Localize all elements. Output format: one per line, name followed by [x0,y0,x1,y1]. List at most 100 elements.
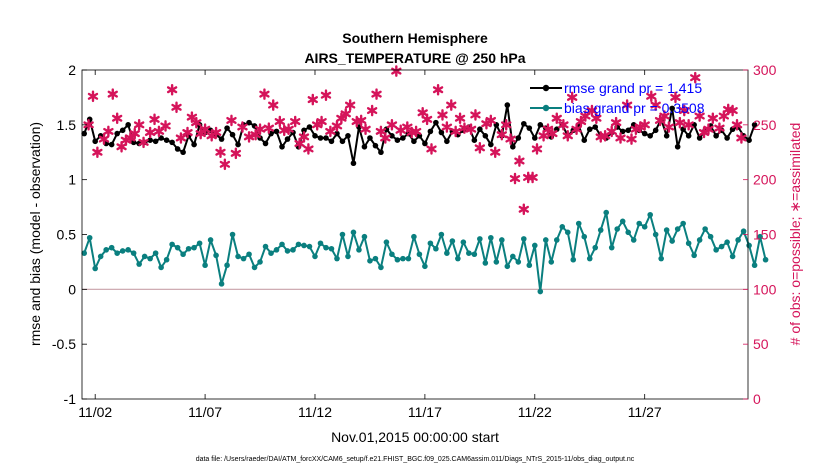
obs-count-marker [615,132,626,144]
obs-count-marker [683,119,694,131]
y-axis-label: rmse and bias (model - observation) [27,122,43,346]
rmse-point [444,138,450,145]
x-axis: 11/02 11/07 11/12 11/17 11/22 11/27 [78,70,662,420]
obs-count-marker [87,90,99,103]
obs-count-marker [441,121,453,133]
bias-point [147,255,153,262]
rmse-point [411,138,417,145]
obs-count-marker [320,89,332,102]
y-tick-label-right: 200 [753,172,777,188]
rmse-point [174,146,181,152]
bias-point [707,233,714,240]
bias-point [471,251,478,258]
x-tick-label: 11/07 [188,404,222,420]
obs-count-marker [580,110,591,122]
obs-count-marker [679,104,690,117]
obs-count-marker [199,123,211,136]
bias-point [691,252,697,259]
bias-point [361,233,368,240]
bias-point [114,250,120,256]
rmse-point [284,136,291,142]
y-tick-label-right: 0 [753,391,761,407]
rmse-point [301,127,307,134]
rmse-point [647,133,653,139]
obs-count-marker [566,91,578,104]
bias-point [235,253,241,260]
x-tick-label: 11/17 [408,404,442,420]
rmse-point [477,126,483,133]
obs-count-marker [182,126,193,139]
bias-point [460,239,467,245]
y-axis-left: -1 -0.5 0 0.5 1 1.5 2 [52,62,87,407]
bias-point [158,264,164,271]
bias-point [499,237,505,243]
rmse-point [663,133,670,139]
rmse-point [328,138,335,145]
obs-count-marker [606,125,617,138]
bias-point [323,244,329,251]
bias-point [614,226,621,232]
bias-point [185,245,192,252]
obs-count-marker [294,137,305,150]
bias-point [130,250,137,256]
bias-point [740,228,747,235]
obs-count-marker [215,146,226,159]
bias-point [163,256,170,263]
obs-count-marker [610,116,622,129]
obs-count-marker [138,136,149,149]
obs-count-marker [527,171,538,184]
bias-point [427,240,434,247]
bias-point [394,256,401,263]
rmse-point [433,119,439,126]
obs-count-marker [437,109,448,121]
obs-count-marker [360,123,371,136]
bias-point [411,233,417,240]
bias-point [196,240,203,247]
rmse-point [224,125,230,131]
y-tick-label: 2 [68,62,76,78]
obs-count-marker [426,143,437,155]
obs-count-marker [316,115,327,128]
rmse-point [504,102,511,108]
obs-count-marker [591,112,602,125]
obs-count-marker [690,71,701,84]
obs-count-marker [514,155,525,167]
obs-count-marker [650,99,661,111]
rmse-point [114,130,120,137]
bias-point [180,251,186,258]
bias-point [625,229,632,236]
rmse-point [180,149,186,156]
y-tick-label: -1 [64,391,77,407]
bias-point [537,288,544,295]
bias-point [592,244,599,251]
rmse-point [350,160,357,167]
rmse-point [394,137,401,143]
bias-point [251,264,258,271]
bias-point [383,239,390,245]
chart-title-line-1: Southern Hemisphere [342,30,488,46]
obs-count-marker [166,83,178,96]
rmse-point [262,140,269,147]
bias-point [444,250,450,256]
obs-count-marker [731,119,743,131]
obs-count-marker [283,123,294,136]
obs-count-marker [410,125,422,138]
rmse-point [108,141,115,148]
bias-point [169,241,175,248]
obs-count-marker [116,140,127,153]
rmse-point [378,149,384,156]
bias-point [273,247,280,253]
obs-count-marker [274,115,286,128]
obs-count-marker [263,122,275,134]
bias-point [680,220,686,227]
obs-count-marker [547,127,558,140]
obs-count-marker [703,123,714,136]
legend: rmse grand pr = 1.415 bias grand pr = 0.… [530,80,705,116]
bias-point [526,262,533,269]
bias-point [202,262,208,269]
obs-count-marker [171,101,182,114]
rmse-point [235,141,241,148]
bias-point [416,251,423,258]
y-axis-label-right: # of obs: o=possible; ∗=assimilated [787,123,803,346]
bias-point [581,233,588,240]
